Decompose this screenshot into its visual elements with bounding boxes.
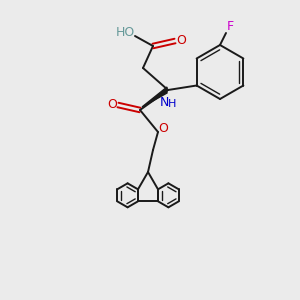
Text: F: F <box>226 20 234 34</box>
Text: O: O <box>158 122 168 136</box>
Polygon shape <box>142 87 167 107</box>
Text: O: O <box>107 98 117 110</box>
Text: O: O <box>176 34 186 46</box>
Text: HO: HO <box>116 26 135 40</box>
Text: N: N <box>159 95 169 109</box>
Text: H: H <box>168 99 176 109</box>
